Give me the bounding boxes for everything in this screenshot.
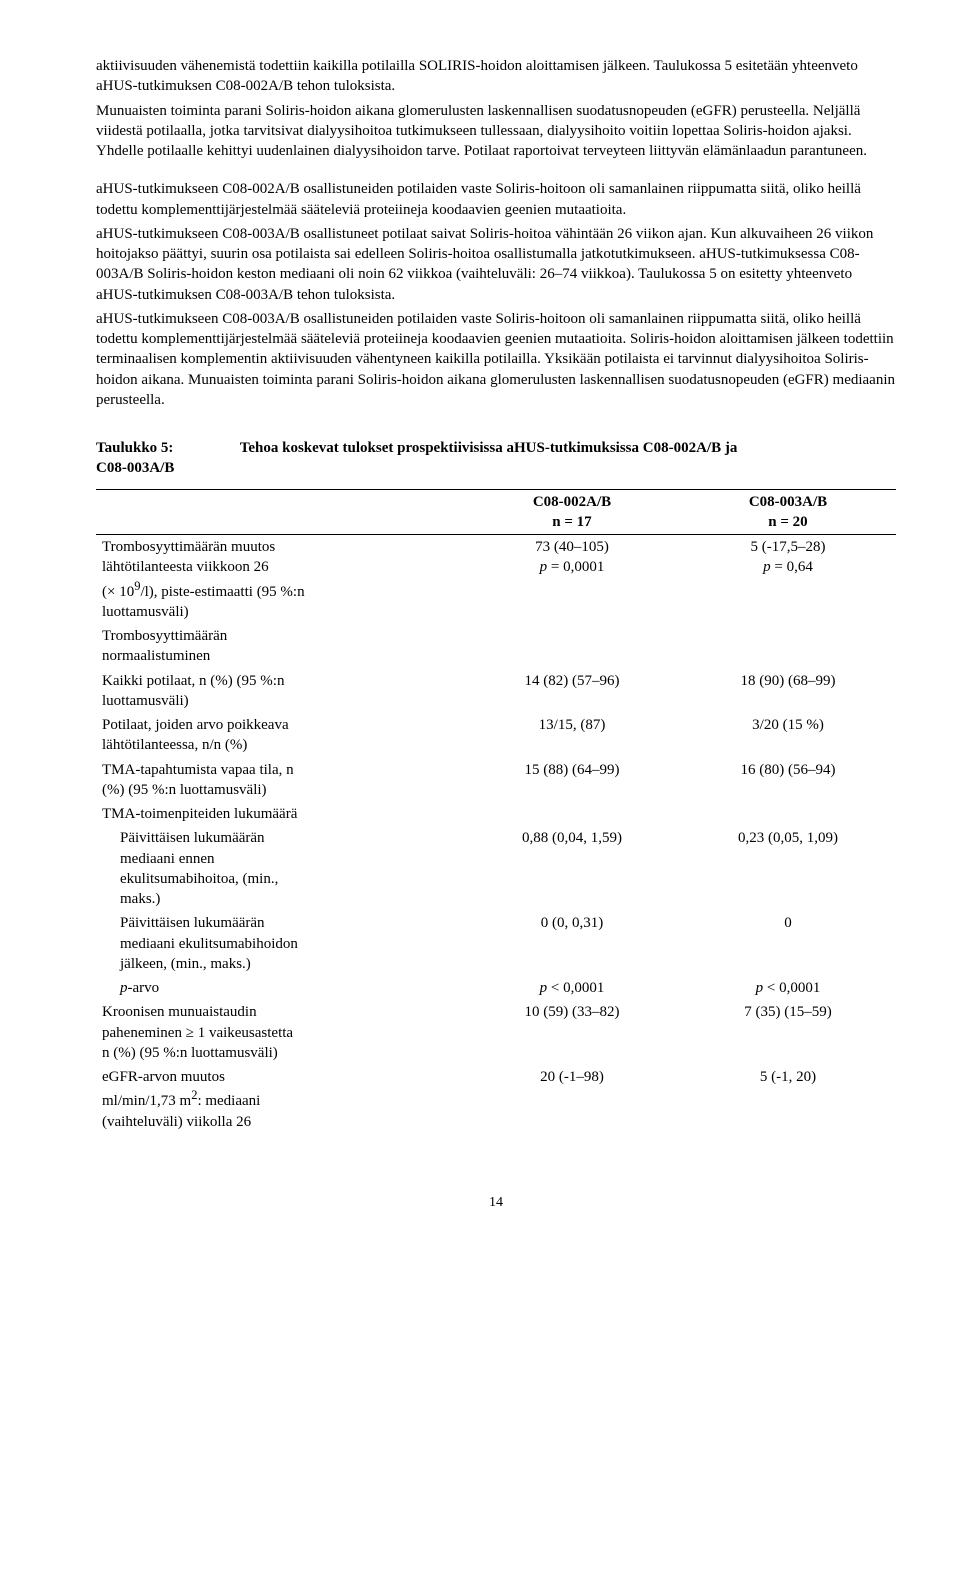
row-label: mediaani ekulitsumabihoidon [120,936,298,952]
cell-value: p [763,559,771,575]
table-row: eGFR-arvon muutos ml/min/1,73 m2: mediaa… [96,1065,896,1134]
cell-value: 14 (82) (57–96) [525,673,620,689]
col3-header-line1: C08-003A/B [749,494,827,510]
row-label: TMA-toimenpiteiden lukumäärä [102,806,297,822]
cell-value: 3/20 (15 %) [752,717,824,733]
cell-value: < 0,0001 [547,980,604,996]
row-label: ekulitsumabihoitoa, (min., [120,871,278,887]
row-label: lähtötilanteessa, n/n (%) [102,737,247,753]
cell-value: 0 (0, 0,31) [541,915,604,931]
row-label: : mediaani [197,1093,260,1109]
cell-value: 15 (88) (64–99) [525,762,620,778]
row-label: lähtötilanteesta viikkoon 26 [102,559,269,575]
results-table: C08-002A/B n = 17 C08-003A/B n = 20 Trom… [96,489,896,1134]
row-label: /l), piste-estimaatti (95 %:n [140,584,304,600]
row-label: mediaani ennen [120,851,215,867]
table-label: Taulukko 5: [96,440,173,456]
table-title-text: Tehoa koskevat tulokset prospektiivisiss… [240,438,890,458]
cell-value: 18 (90) (68–99) [741,673,836,689]
row-label: n (%) (95 %:n luottamusväli) [102,1045,278,1061]
row-label: TMA-tapahtumista vapaa tila, n [102,762,294,778]
row-label: jälkeen, (min., maks.) [120,956,251,972]
cell-value: 5 (-17,5–28) [751,539,826,555]
paragraph-3: aHUS-tutkimukseen C08-002A/B osallistune… [96,179,896,220]
table-header-row: C08-002A/B n = 17 C08-003A/B n = 20 [96,489,896,535]
cell-value: = 0,64 [771,559,813,575]
row-label: (%) (95 %:n luottamusväli) [102,782,267,798]
col2-header-line2: n = 17 [552,514,591,530]
row-label: (× 10 [102,584,134,600]
table-row: Trombosyyttimäärän normaalistuminen [96,624,896,669]
cell-value: 0,23 (0,05, 1,09) [738,830,838,846]
row-label: Trombosyyttimäärän [102,628,227,644]
row-label: luottamusväli) [102,693,189,709]
row-label: p [120,980,128,996]
row-label: Päivittäisen lukumäärän [120,915,265,931]
table-title: Taulukko 5: C08-003A/B Tehoa koskevat tu… [96,438,896,479]
table-row: Kroonisen munuaistaudin paheneminen ≥ 1 … [96,1000,896,1065]
table-row: Trombosyyttimäärän muutos lähtötilantees… [96,535,896,625]
table-row: Päivittäisen lukumäärän mediaani ennen e… [96,826,896,911]
row-label: Potilaat, joiden arvo poikkeava [102,717,289,733]
cell-value: 16 (80) (56–94) [741,762,836,778]
cell-value: 0 [784,915,792,931]
row-label: -arvo [128,980,160,996]
cell-value: < 0,0001 [763,980,820,996]
cell-value: 13/15, (87) [539,717,606,733]
paragraph-5: aHUS-tutkimukseen C08-003A/B osallistune… [96,309,896,410]
col2-header-line1: C08-002A/B [533,494,611,510]
row-label: Kroonisen munuaistaudin [102,1004,257,1020]
row-label: Päivittäisen lukumäärän [120,830,265,846]
col3-header-line2: n = 20 [768,514,807,530]
table-row: p-arvo p < 0,0001 p < 0,0001 [96,976,896,1000]
table-sublabel: C08-003A/B [96,460,174,476]
cell-value: 73 (40–105) [535,539,609,555]
table-row: TMA-toimenpiteiden lukumäärä [96,802,896,826]
row-label: (vaihteluväli) viikolla 26 [102,1114,251,1130]
row-label: paheneminen ≥ 1 vaikeusastetta [102,1025,293,1041]
cell-value: 7 (35) (15–59) [744,1004,831,1020]
table-row: Potilaat, joiden arvo poikkeava lähtötil… [96,713,896,758]
row-label: Kaikki potilaat, n (%) (95 %:n [102,673,284,689]
table-row: Kaikki potilaat, n (%) (95 %:n luottamus… [96,669,896,714]
cell-value: 20 (-1–98) [540,1069,604,1085]
cell-value: 0,88 (0,04, 1,59) [522,830,622,846]
page-number: 14 [96,1194,896,1213]
table-row: Päivittäisen lukumäärän mediaani ekulits… [96,911,896,976]
cell-value: = 0,0001 [547,559,604,575]
table-row: TMA-tapahtumista vapaa tila, n (%) (95 %… [96,758,896,803]
row-label: maks.) [120,891,160,907]
cell-value: 5 (-1, 20) [760,1069,816,1085]
row-label: luottamusväli) [102,604,189,620]
row-label: eGFR-arvon muutos [102,1069,225,1085]
paragraph-2: Munuaisten toiminta parani Soliris-hoido… [96,101,896,162]
cell-value: 10 (59) (33–82) [525,1004,620,1020]
row-label: normaalistuminen [102,648,210,664]
paragraph-4: aHUS-tutkimukseen C08-003A/B osallistune… [96,224,896,305]
paragraph-1: aktiivisuuden vähenemistä todettiin kaik… [96,56,896,97]
row-label: ml/min/1,73 m [102,1093,191,1109]
row-label: Trombosyyttimäärän muutos [102,539,275,555]
